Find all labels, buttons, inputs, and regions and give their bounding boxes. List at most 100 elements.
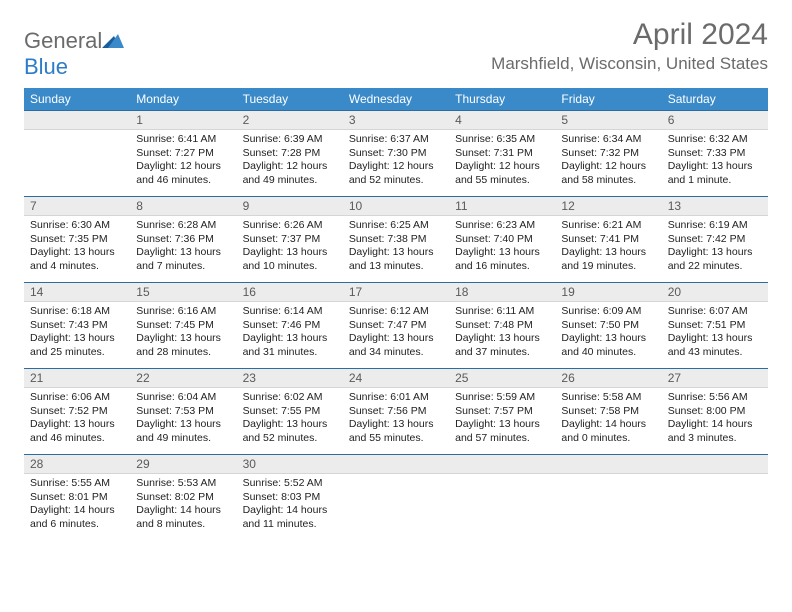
day-body: Sunrise: 6:41 AMSunset: 7:27 PMDaylight:… [130,130,236,193]
sunrise-text: Sunrise: 5:58 AM [561,391,655,405]
sunrise-text: Sunrise: 6:39 AM [243,133,337,147]
daylight-text: Daylight: 14 hours and 0 minutes. [561,418,655,445]
sunset-text: Sunset: 7:28 PM [243,147,337,161]
day-number [343,454,449,474]
day-cell: 14Sunrise: 6:18 AMSunset: 7:43 PMDayligh… [24,282,130,368]
day-number [555,454,661,474]
week-row: 28Sunrise: 5:55 AMSunset: 8:01 PMDayligh… [24,454,768,540]
daylight-text: Daylight: 13 hours and 7 minutes. [136,246,230,273]
sunset-text: Sunset: 7:33 PM [668,147,762,161]
sunrise-text: Sunrise: 6:35 AM [455,133,549,147]
day-header-row: Sunday Monday Tuesday Wednesday Thursday… [24,88,768,110]
day-number: 8 [130,196,236,216]
sunset-text: Sunset: 7:32 PM [561,147,655,161]
sunset-text: Sunset: 7:37 PM [243,233,337,247]
sunset-text: Sunset: 7:58 PM [561,405,655,419]
day-body: Sunrise: 6:18 AMSunset: 7:43 PMDaylight:… [24,302,130,365]
week-row: 1Sunrise: 6:41 AMSunset: 7:27 PMDaylight… [24,110,768,196]
day-cell: 1Sunrise: 6:41 AMSunset: 7:27 PMDaylight… [130,110,236,196]
sunset-text: Sunset: 7:55 PM [243,405,337,419]
title-block: April 2024 Marshfield, Wisconsin, United… [491,18,768,74]
week-row: 14Sunrise: 6:18 AMSunset: 7:43 PMDayligh… [24,282,768,368]
logo: GeneralBlue [24,18,124,80]
day-cell [24,110,130,196]
day-number: 12 [555,196,661,216]
day-cell: 18 Sunrise: 6:11 AMSunset: 7:48 PMDayligh… [449,282,555,368]
sunrise-text: Sunrise: 6:01 AM [349,391,443,405]
day-cell: 4Sunrise: 6:35 AMSunset: 7:31 PMDaylight… [449,110,555,196]
day-body: Sunrise: 6:01 AMSunset: 7:56 PMDaylight:… [343,388,449,451]
calendar-table: Sunday Monday Tuesday Wednesday Thursday… [24,88,768,540]
daylight-text: Daylight: 13 hours and 57 minutes. [455,418,549,445]
day-body: Sunrise: 6:39 AMSunset: 7:28 PMDaylight:… [237,130,343,193]
day-body: Sunrise: 6:12 AMSunset: 7:47 PMDaylight:… [343,302,449,365]
day-cell: 20Sunrise: 6:07 AMSunset: 7:51 PMDayligh… [662,282,768,368]
sunset-text: Sunset: 7:41 PM [561,233,655,247]
daylight-text: Daylight: 13 hours and 25 minutes. [30,332,124,359]
sunrise-text: Sunrise: 6:37 AM [349,133,443,147]
day-number: 2 [237,110,343,130]
day-number: 18 [449,282,555,302]
sunset-text: Sunset: 7:42 PM [668,233,762,247]
daylight-text: Daylight: 13 hours and 31 minutes. [243,332,337,359]
col-friday: Friday [555,88,661,110]
sunrise-text: Sunrise: 6:14 AM [243,305,337,319]
day-cell: 25Sunrise: 5:59 AMSunset: 7:57 PMDayligh… [449,368,555,454]
week-row: 7Sunrise: 6:30 AMSunset: 7:35 PMDaylight… [24,196,768,282]
day-body: Sunrise: 5:52 AMSunset: 8:03 PMDaylight:… [237,474,343,537]
sunrise-text: Sunrise: 5:56 AM [668,391,762,405]
daylight-text: Daylight: 13 hours and 22 minutes. [668,246,762,273]
daylight-text: Daylight: 14 hours and 8 minutes. [136,504,230,531]
sunrise-text: Sunrise: 6:34 AM [561,133,655,147]
day-body: Sunrise: 6:21 AMSunset: 7:41 PMDaylight:… [555,216,661,279]
sunset-text: Sunset: 7:51 PM [668,319,762,333]
day-body: Sunrise: 6:35 AMSunset: 7:31 PMDaylight:… [449,130,555,193]
sunrise-text: Sunrise: 6:06 AM [30,391,124,405]
daylight-text: Daylight: 13 hours and 16 minutes. [455,246,549,273]
day-body: Sunrise: 5:56 AMSunset: 8:00 PMDaylight:… [662,388,768,451]
day-cell: 24Sunrise: 6:01 AMSunset: 7:56 PMDayligh… [343,368,449,454]
col-tuesday: Tuesday [237,88,343,110]
day-body: Sunrise: 6:16 AMSunset: 7:45 PMDaylight:… [130,302,236,365]
daylight-text: Daylight: 13 hours and 43 minutes. [668,332,762,359]
day-cell: 23Sunrise: 6:02 AMSunset: 7:55 PMDayligh… [237,368,343,454]
sunset-text: Sunset: 7:27 PM [136,147,230,161]
sunset-text: Sunset: 7:48 PM [455,319,549,333]
day-number: 28 [24,454,130,474]
day-cell: 5Sunrise: 6:34 AMSunset: 7:32 PMDaylight… [555,110,661,196]
day-body: Sunrise: 6:14 AMSunset: 7:46 PMDaylight:… [237,302,343,365]
sunset-text: Sunset: 7:52 PM [30,405,124,419]
day-cell: 3Sunrise: 6:37 AMSunset: 7:30 PMDaylight… [343,110,449,196]
calendar-thead: Sunday Monday Tuesday Wednesday Thursday… [24,88,768,110]
daylight-text: Daylight: 13 hours and 46 minutes. [30,418,124,445]
day-number: 24 [343,368,449,388]
daylight-text: Daylight: 13 hours and 4 minutes. [30,246,124,273]
col-sunday: Sunday [24,88,130,110]
day-cell: 22Sunrise: 6:04 AMSunset: 7:53 PMDayligh… [130,368,236,454]
sunset-text: Sunset: 7:38 PM [349,233,443,247]
day-number: 16 [237,282,343,302]
daylight-text: Daylight: 13 hours and 40 minutes. [561,332,655,359]
day-number: 30 [237,454,343,474]
day-body: Sunrise: 6:32 AMSunset: 7:33 PMDaylight:… [662,130,768,193]
daylight-text: Daylight: 12 hours and 49 minutes. [243,160,337,187]
daylight-text: Daylight: 13 hours and 34 minutes. [349,332,443,359]
sunrise-text: Sunrise: 5:55 AM [30,477,124,491]
daylight-text: Daylight: 13 hours and 37 minutes. [455,332,549,359]
week-row: 21Sunrise: 6:06 AMSunset: 7:52 PMDayligh… [24,368,768,454]
logo-text: GeneralBlue [24,28,124,80]
sunrise-text: Sunrise: 6:30 AM [30,219,124,233]
sunrise-text: Sunrise: 6:11 AM [455,305,549,319]
day-number: 26 [555,368,661,388]
col-wednesday: Wednesday [343,88,449,110]
sunrise-text: Sunrise: 6:12 AM [349,305,443,319]
day-number [662,454,768,474]
daylight-text: Daylight: 13 hours and 28 minutes. [136,332,230,359]
day-cell: 10Sunrise: 6:25 AMSunset: 7:38 PMDayligh… [343,196,449,282]
day-cell: 2Sunrise: 6:39 AMSunset: 7:28 PMDaylight… [237,110,343,196]
day-cell: 8Sunrise: 6:28 AMSunset: 7:36 PMDaylight… [130,196,236,282]
day-number [449,454,555,474]
day-number: 29 [130,454,236,474]
day-cell: 17Sunrise: 6:12 AMSunset: 7:47 PMDayligh… [343,282,449,368]
day-cell [662,454,768,540]
